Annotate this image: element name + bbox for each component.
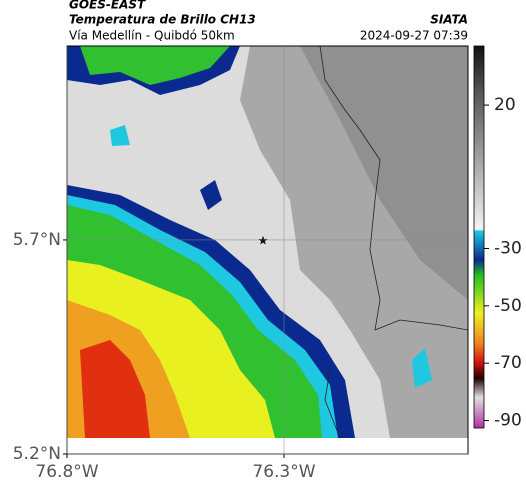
y-tick-label: 5.2°N (13, 444, 61, 464)
colorbar (473, 45, 485, 429)
colorbar-label: -50 (494, 296, 522, 316)
title: Temperatura de Brillo CH13 (69, 13, 256, 27)
x-tick-label: 76.3°W (252, 462, 315, 482)
colorbar-label: -70 (494, 353, 522, 373)
y-tick-label: 5.7°N (13, 230, 61, 250)
satellite-image: ★ (67, 46, 468, 438)
datetime: 2024-09-27 07:39 (360, 29, 468, 43)
org: SIATA (430, 13, 468, 27)
subtitle: Vía Medellín - Quibdó 50km (69, 29, 235, 43)
x-tick-label: 76.8°W (35, 462, 98, 482)
colorbar-label: -30 (494, 238, 522, 258)
colorbar-label: 20 (494, 95, 516, 115)
source: GOES-EAST (69, 0, 146, 12)
svg-text:★: ★ (258, 234, 269, 248)
colorbar-label: -90 (494, 411, 522, 431)
